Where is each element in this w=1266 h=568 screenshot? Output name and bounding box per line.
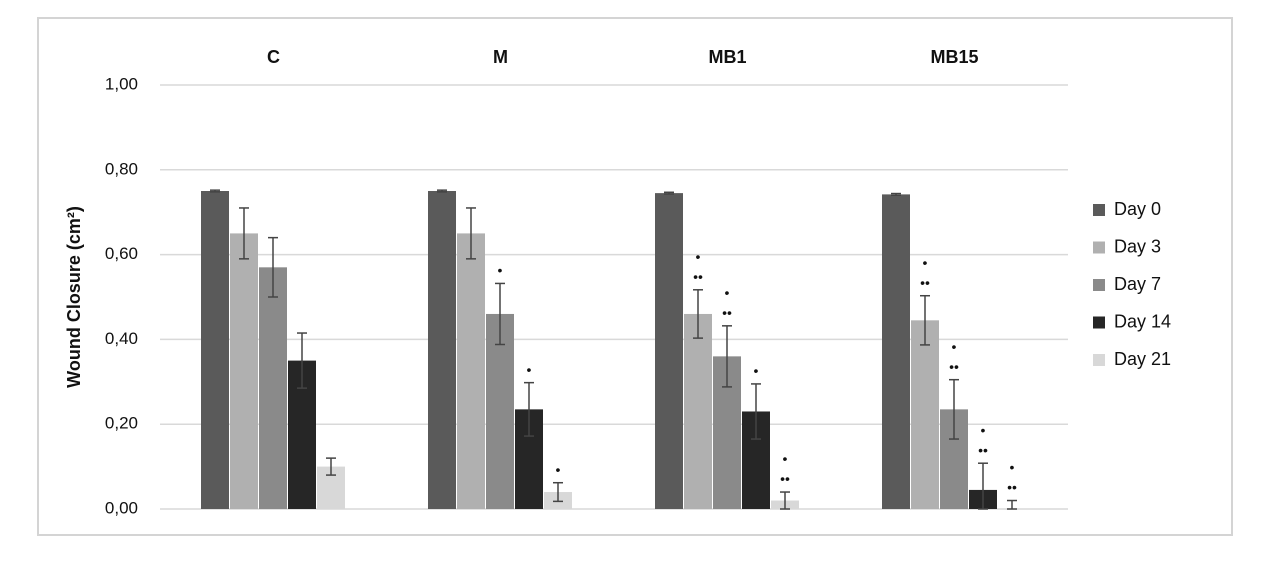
bar [259,267,287,509]
significance-label: •• [722,305,732,321]
significance-label: • [1010,459,1015,475]
significance-label: • [783,451,788,467]
significance-label: • [556,461,561,477]
bar [486,313,514,509]
category-label: M [493,47,508,67]
y-tick-label: 0,40 [105,329,138,348]
legend-swatch [1093,241,1105,254]
legend-label: Day 7 [1114,274,1161,294]
y-tick-label: 0,00 [105,498,138,517]
legend-label: Day 0 [1114,199,1161,219]
significance-label: • [498,262,503,278]
y-tick-label: 0,20 [105,414,138,433]
y-tick-label: 1,00 [105,74,138,93]
significance-label: • [754,363,759,379]
bar [882,194,910,509]
bar [457,233,485,509]
significance-label: •• [693,268,703,284]
significance-label: • [981,422,986,438]
y-axis-label: Wound Closure (cm²) [64,206,84,388]
significance-label: •• [1007,479,1017,495]
significance-label: •• [978,442,988,458]
bar [911,320,939,509]
y-tick-label: 0,60 [105,244,138,263]
y-tick-label: 0,80 [105,159,138,178]
significance-label: •• [780,471,790,487]
category-label: MB1 [708,47,746,67]
legend-swatch [1093,204,1105,216]
significance-label: • [696,248,701,264]
legend-swatch [1093,316,1105,329]
legend-label: Day 14 [1114,311,1171,331]
significance-label: • [952,338,957,354]
significance-label: • [527,361,532,377]
bar [201,191,229,509]
category-label: C [267,47,280,67]
significance-label: • [923,254,928,270]
significance-label: • [725,285,730,301]
bar [428,191,456,509]
legend-swatch [1093,279,1105,291]
bar [230,233,258,509]
significance-label: •• [920,274,930,290]
bar [655,193,683,509]
legend-label: Day 3 [1114,236,1161,256]
category-label: MB15 [930,47,978,67]
bar [684,313,712,509]
significance-label: •• [949,358,959,374]
legend-swatch [1093,354,1105,366]
legend-label: Day 21 [1114,349,1171,369]
